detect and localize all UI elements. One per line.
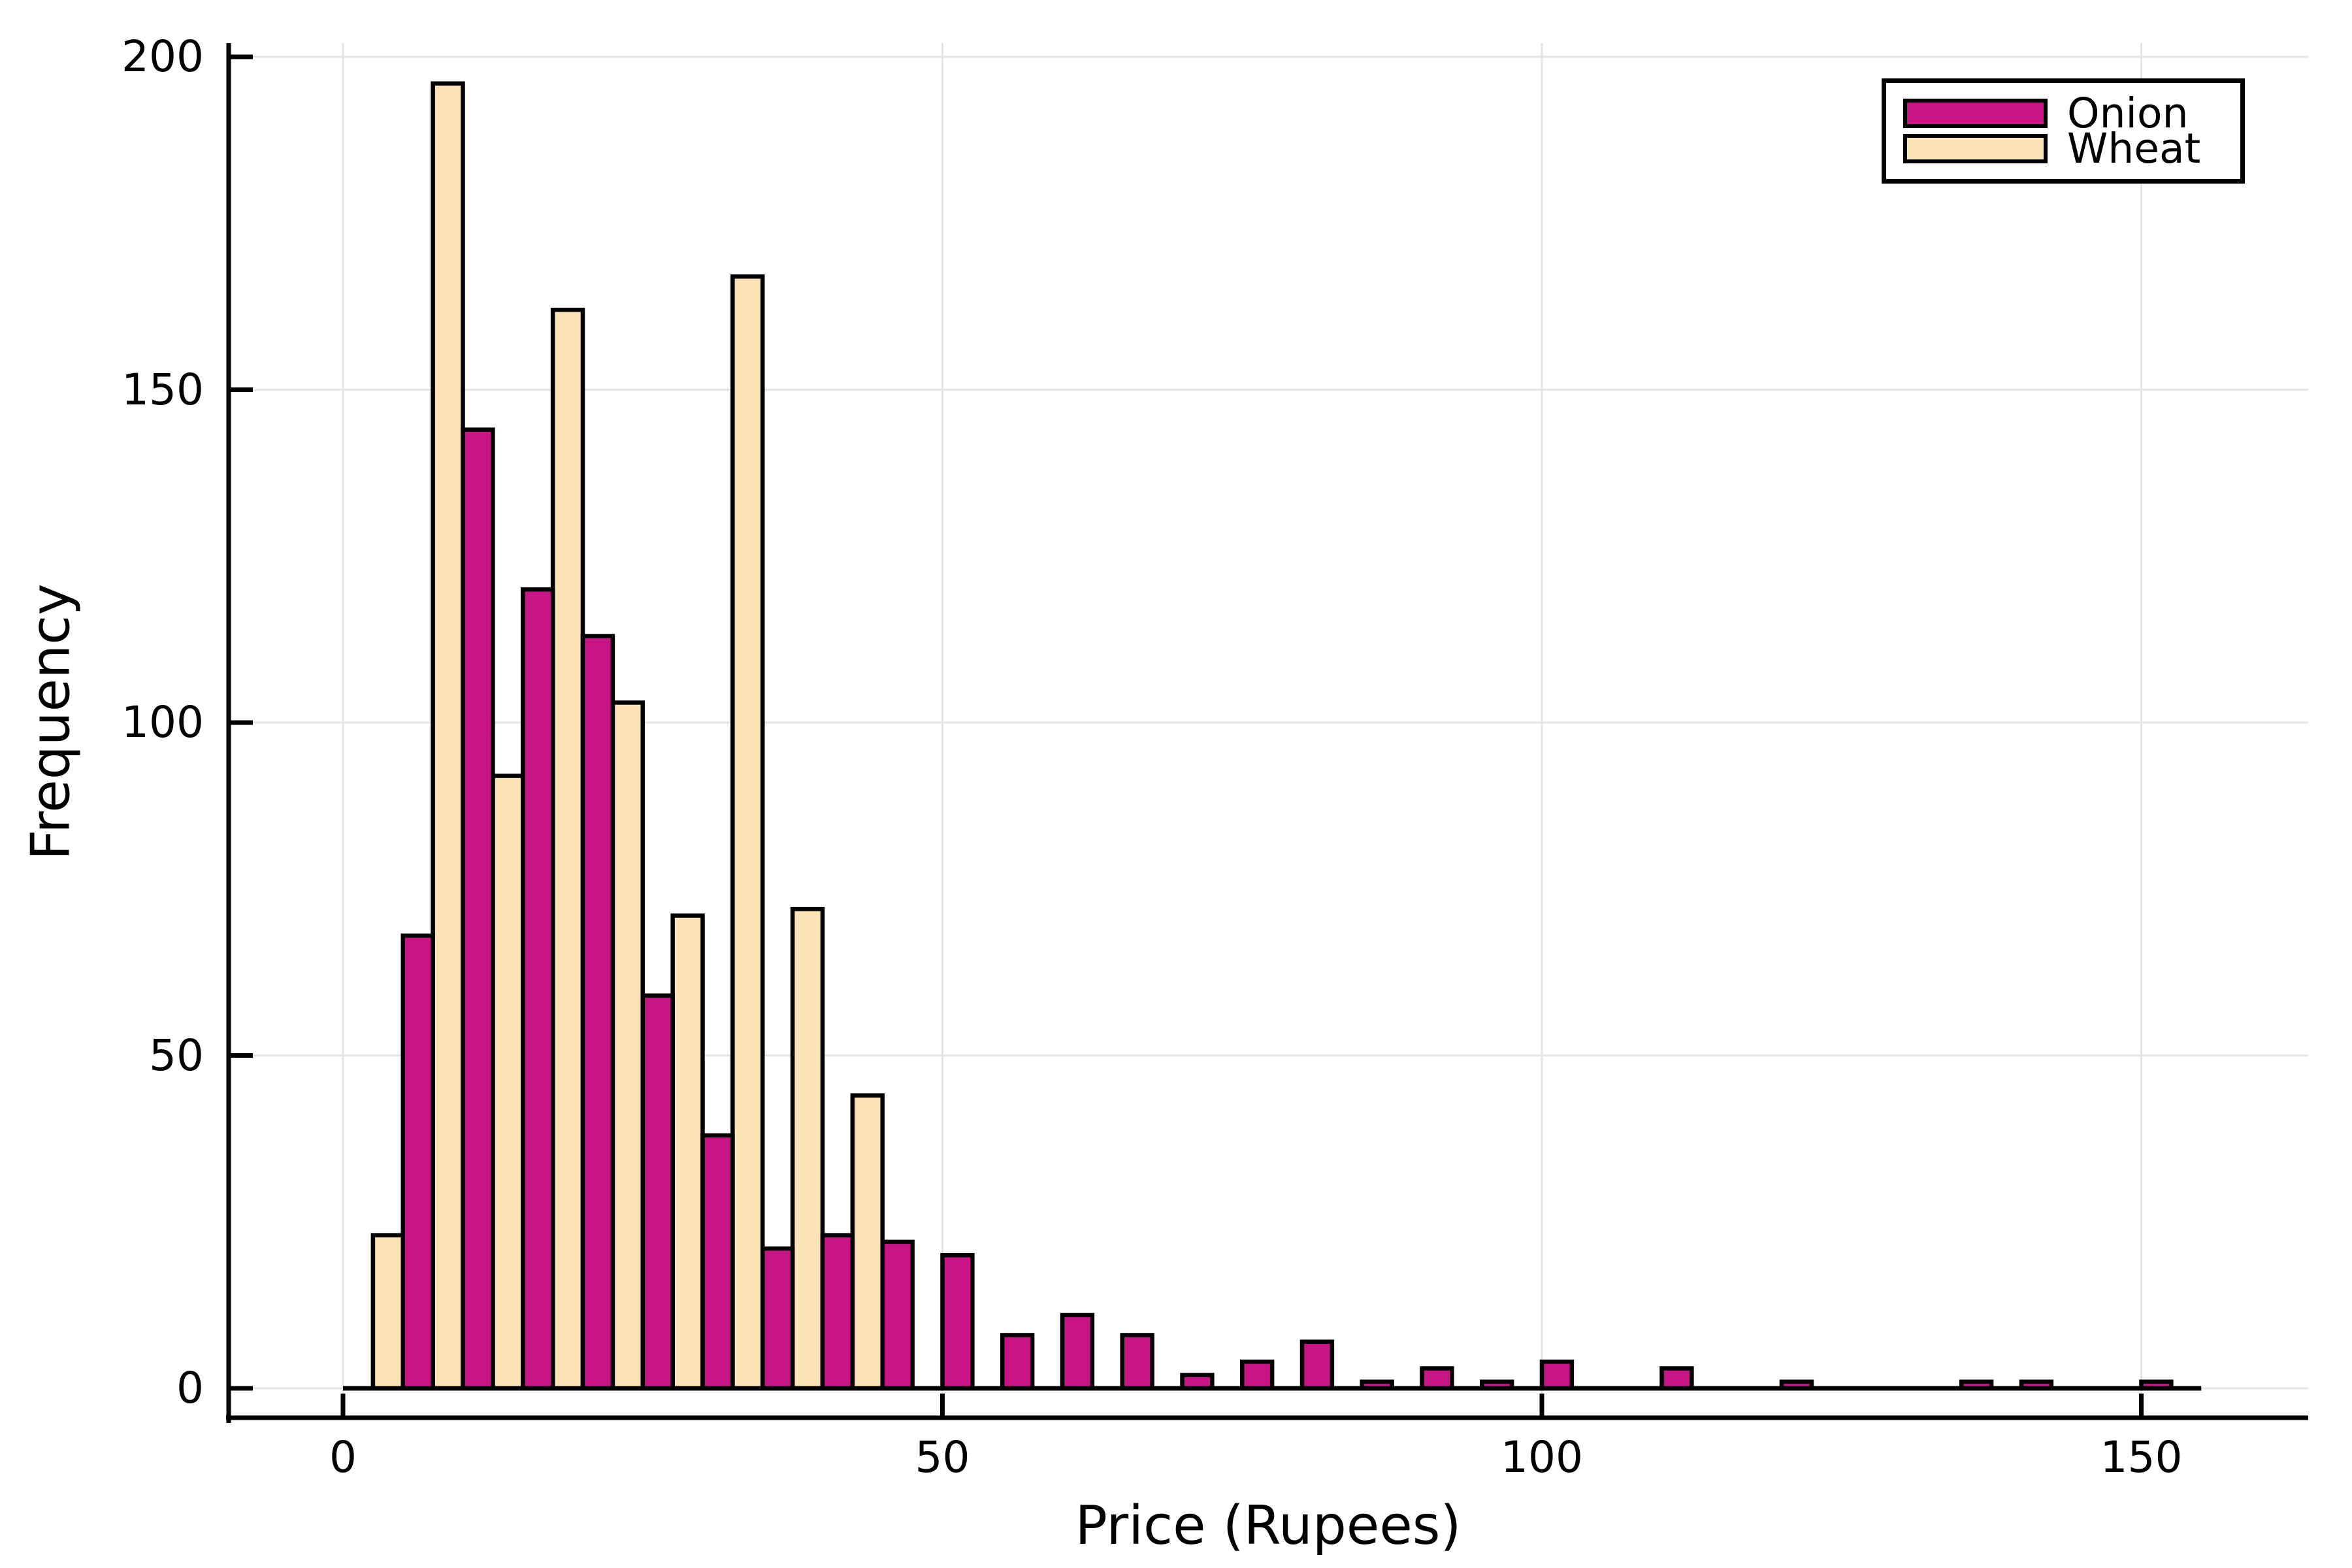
legend: Onion Wheat <box>1882 78 2245 184</box>
bar-onion-15 <box>521 587 555 1391</box>
bar-wheat-5 <box>370 1233 405 1391</box>
legend-swatch-onion <box>1903 99 2048 128</box>
x-tick-label-50: 50 <box>915 1432 970 1482</box>
bar-onion-110 <box>1659 1366 1694 1391</box>
bar-wheat-25 <box>610 700 645 1391</box>
y-tick-label-0: 0 <box>176 1363 204 1413</box>
bar-onion-80 <box>1299 1339 1335 1391</box>
bar-wheat-10 <box>431 81 465 1391</box>
bar-wheat-35 <box>730 274 765 1391</box>
legend-label-wheat: Wheat <box>2067 125 2201 172</box>
x-tick-label-150: 150 <box>2100 1432 2183 1482</box>
bar-onion-45 <box>880 1239 915 1391</box>
bar-onion-75 <box>1240 1359 1275 1391</box>
y-tick-label-150: 150 <box>122 364 204 415</box>
bar-onion-50 <box>940 1252 975 1391</box>
bar-onion-55 <box>1000 1333 1035 1391</box>
x-tick-label-100: 100 <box>1501 1432 1583 1482</box>
bar-wheat-45 <box>850 1093 885 1391</box>
bar-wheat-20 <box>550 307 585 1391</box>
legend-item-onion: Onion <box>1903 90 2240 137</box>
bar-onion-20 <box>580 634 615 1391</box>
legend-swatch-wheat <box>1903 134 2048 163</box>
bar-onion-90 <box>1420 1366 1454 1391</box>
bar-onion-5 <box>400 933 435 1391</box>
legend-item-wheat: Wheat <box>1903 125 2240 172</box>
bar-onion-25 <box>640 993 675 1391</box>
bar-onion-10 <box>461 427 495 1391</box>
bar-onion-65 <box>1120 1333 1154 1391</box>
y-tick-label-100: 100 <box>122 697 204 747</box>
bar-wheat-40 <box>790 907 825 1391</box>
legend-label-onion: Onion <box>2067 90 2189 137</box>
bar-onion-30 <box>700 1133 735 1391</box>
y-tick-label-50: 50 <box>149 1030 204 1081</box>
bar-wheat-15 <box>491 774 525 1391</box>
x-tick-label-0: 0 <box>329 1432 357 1482</box>
bar-wheat-30 <box>670 913 705 1391</box>
x-axis-label: Price (Rupees) <box>1075 1495 1462 1557</box>
bar-onion-35 <box>760 1246 795 1391</box>
bar-onion-60 <box>1060 1313 1095 1391</box>
bar-onion-100 <box>1539 1359 1575 1391</box>
bar-onion-40 <box>820 1233 855 1391</box>
y-tick-label-200: 200 <box>122 31 204 82</box>
y-axis-label: Frequency <box>20 583 82 860</box>
